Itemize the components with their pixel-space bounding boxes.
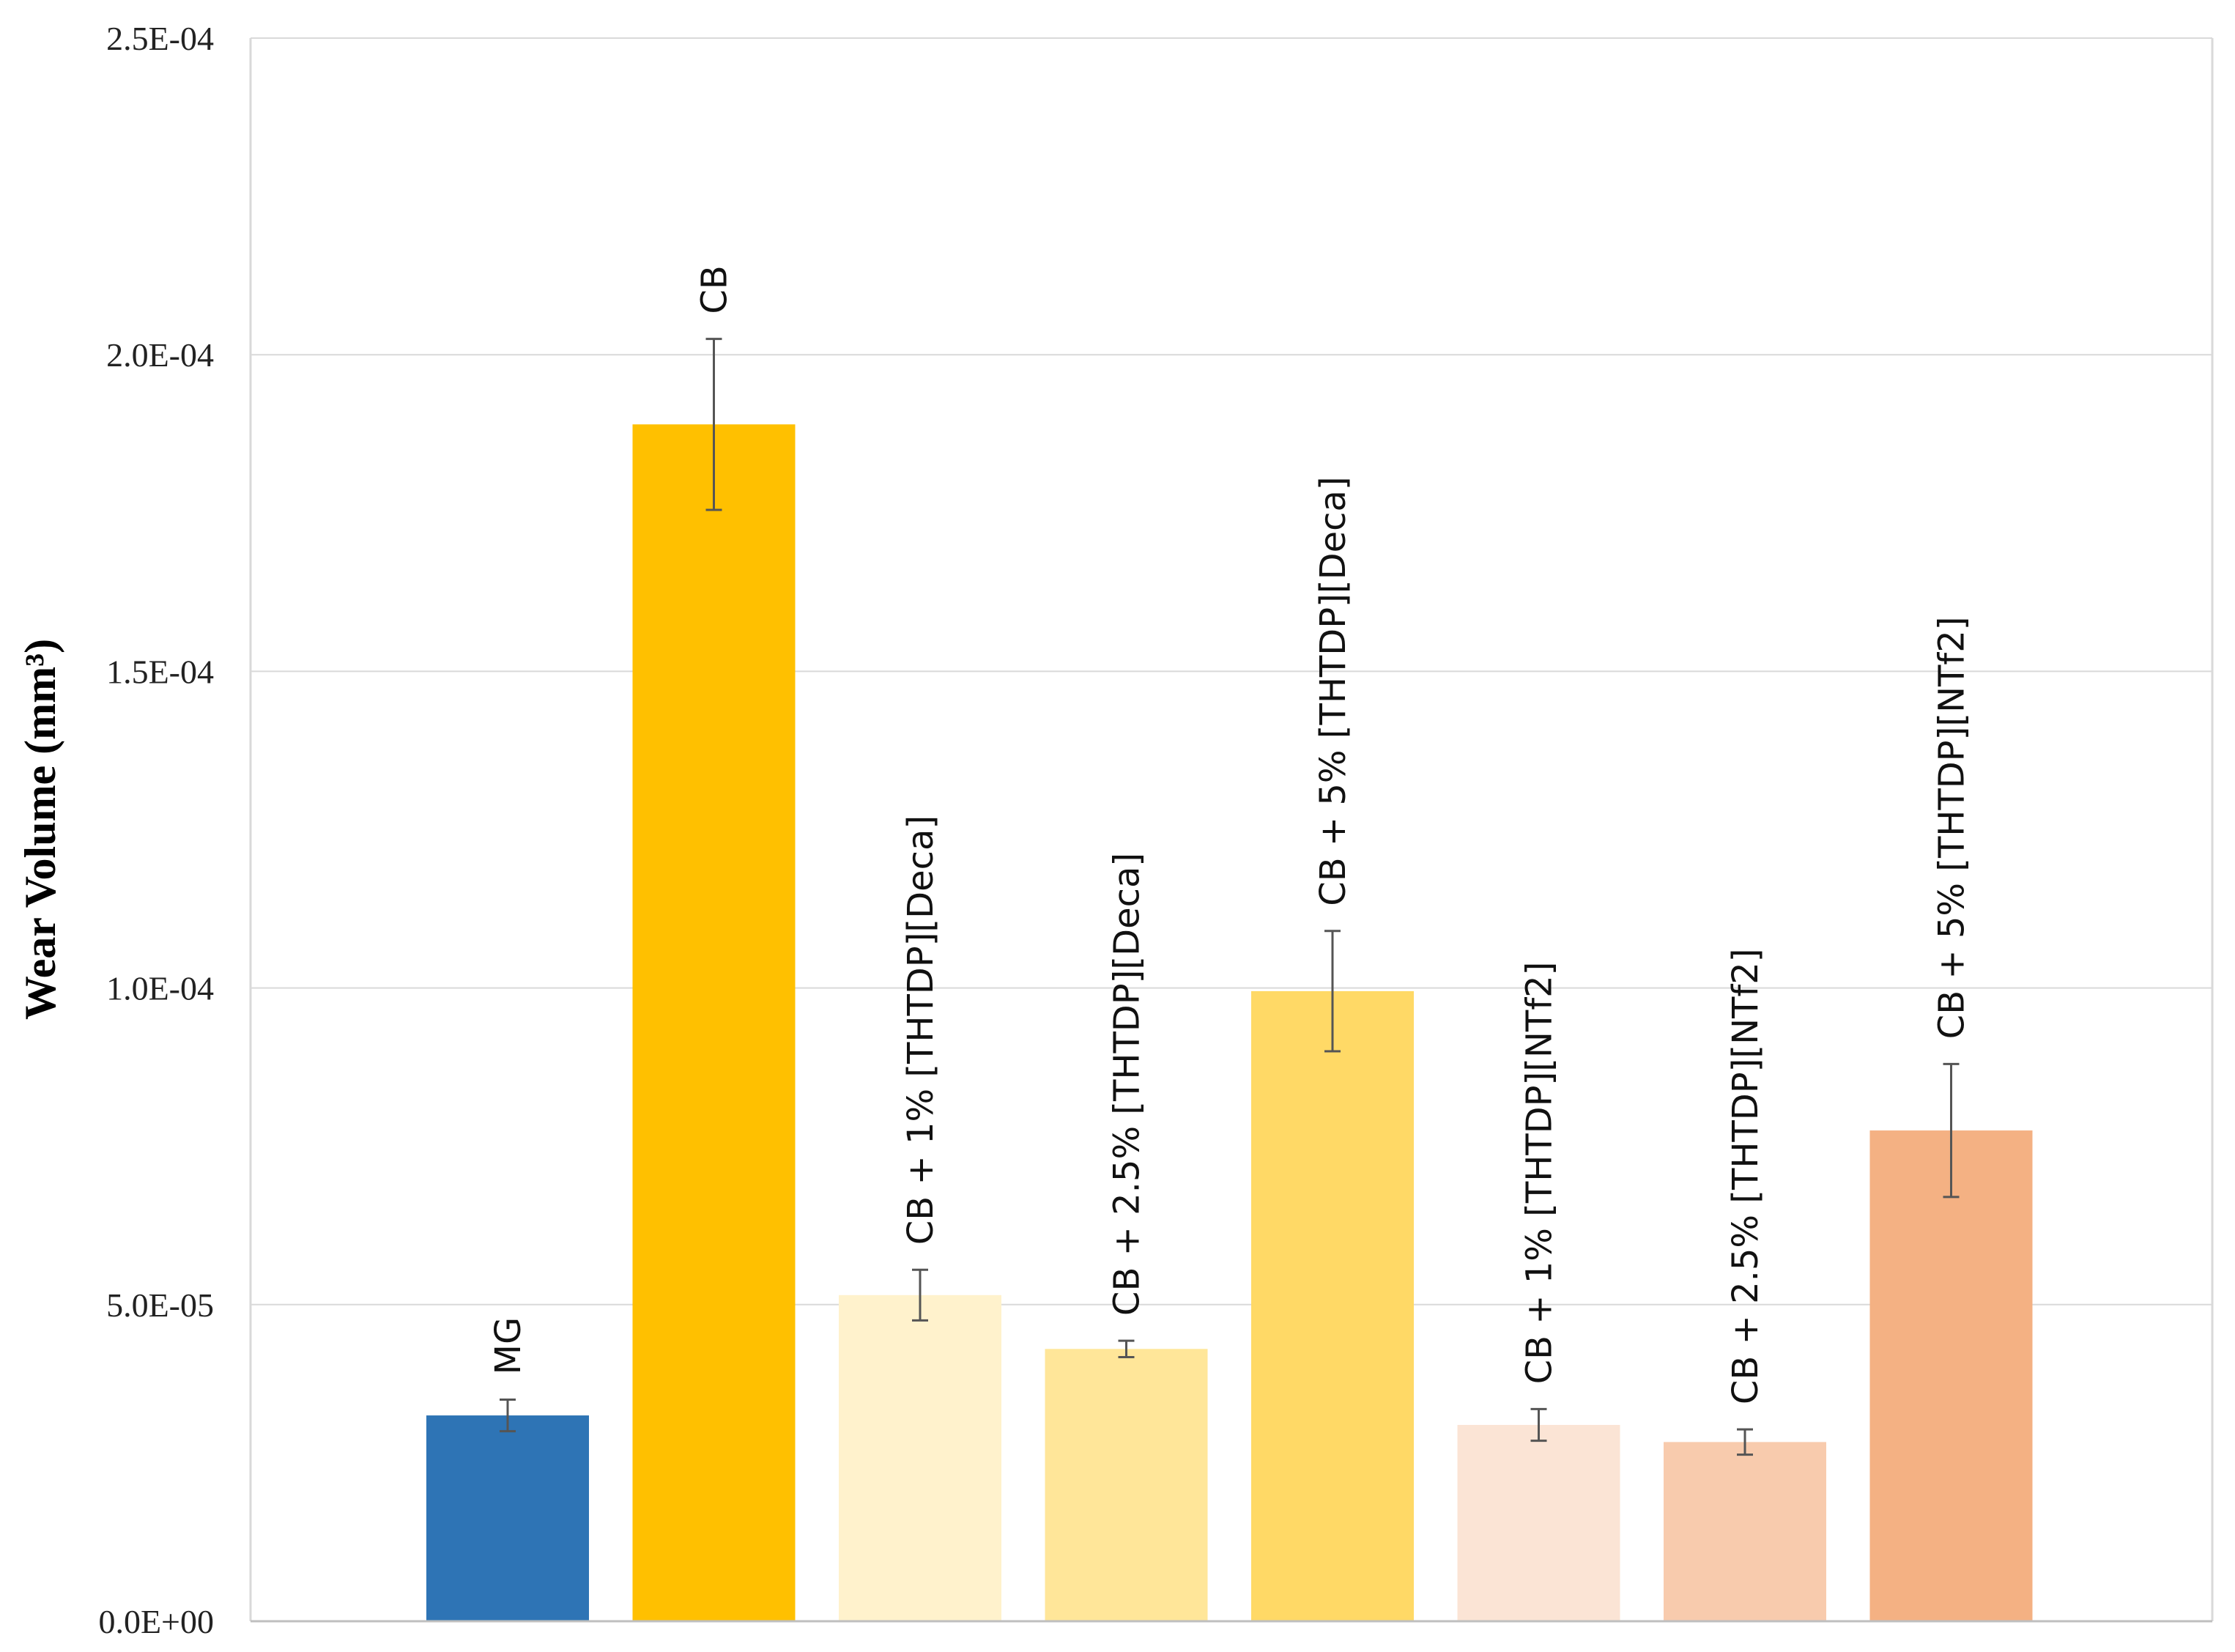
bar <box>632 424 796 1622</box>
bar <box>1045 1349 1208 1621</box>
bar <box>1869 1130 2033 1621</box>
bar-label: CB + 2.5% [THTDP][Deca] <box>1107 853 1148 1316</box>
error-bars <box>500 338 1960 1456</box>
bar <box>1457 1425 1620 1621</box>
bar-labels: MG CB CB + 1% [THTDP][Deca] CB + 2.5% [THTD… <box>488 265 1973 1404</box>
bars <box>426 424 2033 1622</box>
bar-label: MG <box>488 1317 529 1375</box>
bar-label: CB + 5% [THTDP][NTf2] <box>1932 617 1973 1040</box>
y-tick-label: 2.5E-04 <box>106 20 214 57</box>
bar-label: CB + 5% [THTDP][Deca] <box>1313 476 1354 905</box>
y-tick-label: 5.0E-05 <box>106 1286 214 1324</box>
y-axis-title: Wear Volume (mm³) <box>16 639 64 1020</box>
bar <box>1664 1442 1826 1621</box>
bar <box>839 1294 1001 1621</box>
bar <box>1251 990 1414 1621</box>
bar-label: CB + 1% [THTDP][Deca] <box>900 815 941 1245</box>
bar-label: CB <box>694 265 735 314</box>
y-tick-label: 1.5E-04 <box>106 653 214 690</box>
y-tick-labels: 0.0E+00 5.0E-05 1.0E-04 1.5E-04 2.0E-04 2.5E-… <box>98 20 214 1640</box>
y-tick-label: 0.0E+00 <box>98 1603 214 1640</box>
bar-label: CB + 1% [THTDP][NTf2] <box>1519 962 1560 1385</box>
bar <box>426 1415 589 1621</box>
y-tick-label: 2.0E-04 <box>106 336 214 374</box>
y-tick-label: 1.0E-04 <box>106 970 214 1007</box>
bar-label: CB + 2.5% [THTDP][NTf2] <box>1725 948 1766 1404</box>
gridlines <box>251 37 2212 1305</box>
